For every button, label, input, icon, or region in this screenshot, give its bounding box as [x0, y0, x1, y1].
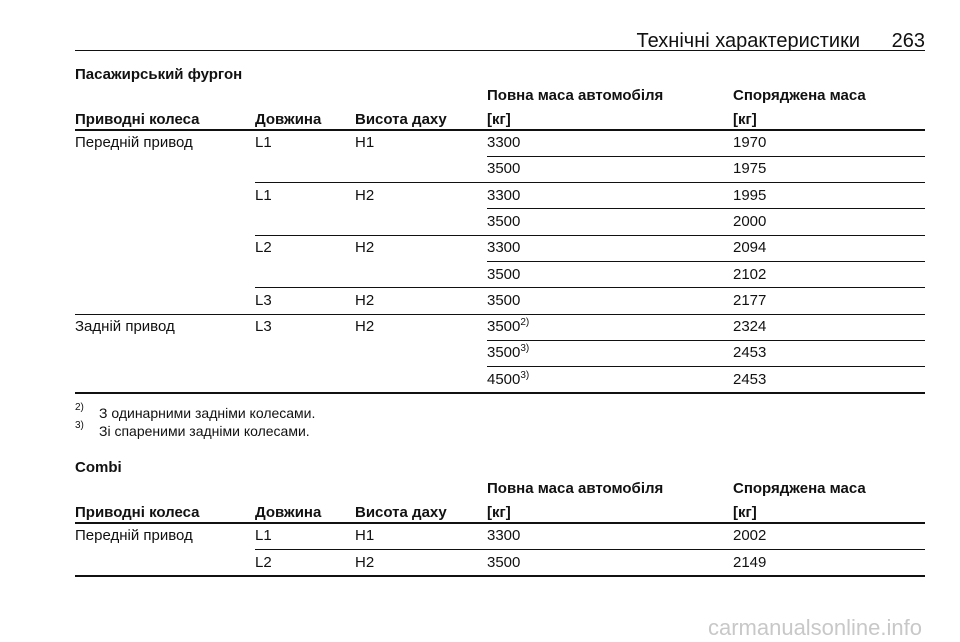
- column-header: Повна маса автомобіля: [487, 480, 664, 497]
- cell: 2094: [733, 239, 767, 257]
- cell: L3: [255, 318, 272, 336]
- cell: 35002): [487, 318, 529, 336]
- cell: 3300: [487, 134, 521, 151]
- cell: L1: [255, 527, 272, 544]
- cell: 2149: [733, 553, 767, 571]
- footnote-ref: 3): [520, 343, 530, 355]
- cell: 2177: [733, 291, 767, 309]
- cell: 3500: [487, 291, 521, 309]
- cell: 1995: [733, 186, 767, 204]
- cell: 2000: [733, 212, 767, 230]
- footnote-ref: 2): [520, 317, 530, 329]
- cell: L1: [255, 134, 272, 151]
- watermark: carmanualsonline.info: [707, 615, 922, 640]
- column-header: Висота даху: [355, 504, 447, 521]
- thick-rule: [75, 128, 925, 132]
- cell: H2: [355, 186, 375, 204]
- cell: 2453: [733, 370, 767, 388]
- cell: H2: [355, 291, 375, 309]
- footnote-text: Зі спареними задніми колесами.: [99, 423, 310, 439]
- cell: 3500: [487, 160, 521, 178]
- cell: 3500: [487, 265, 521, 283]
- row-rule: [255, 549, 925, 550]
- footnote-text: З одинарними задніми колесами.: [99, 405, 316, 421]
- cell: 2324: [733, 318, 767, 336]
- cell: H2: [355, 553, 375, 571]
- cell: Передній привод: [75, 527, 193, 544]
- cell: L3: [255, 291, 272, 309]
- cell: H1: [355, 134, 375, 151]
- column-header: Повна маса автомобіля: [487, 87, 664, 104]
- column-header: Споряджена маса: [733, 480, 866, 497]
- column-header: Довжина: [255, 111, 322, 128]
- column-header: Довжина: [255, 504, 322, 521]
- cell: 2102: [733, 265, 767, 283]
- column-header: Приводні колеса: [75, 504, 200, 521]
- row-rule: [255, 234, 925, 236]
- cell: 3300: [487, 527, 521, 544]
- row-rule: [487, 261, 925, 262]
- cell: L2: [255, 553, 272, 571]
- section-title: Пасажирський фургон: [75, 66, 243, 83]
- cell: 2453: [733, 344, 767, 362]
- cell: 3500: [487, 553, 521, 571]
- column-header: [кг]: [487, 111, 511, 128]
- cell: H2: [355, 318, 375, 336]
- cell: 1975: [733, 160, 767, 178]
- row-rule: [255, 182, 925, 184]
- column-header: [кг]: [733, 111, 757, 128]
- thick-rule: [75, 574, 925, 578]
- cell-value: 3500: [487, 318, 521, 336]
- cell: 2002: [733, 527, 767, 544]
- column-header: Приводні колеса: [75, 111, 200, 128]
- column-header: Висота даху: [355, 111, 447, 128]
- footnote-ref: 3): [520, 369, 530, 381]
- cell: 1970: [733, 134, 767, 151]
- cell: Передній привод: [75, 134, 193, 151]
- column-header: Споряджена маса: [733, 87, 866, 104]
- row-rule: [75, 313, 925, 315]
- column-header: [кг]: [733, 504, 757, 521]
- header-rule: [75, 50, 925, 51]
- row-rule: [487, 208, 925, 210]
- row-rule: [487, 339, 925, 341]
- footnote-mark: 2): [75, 402, 84, 413]
- section-title: Combi: [75, 459, 122, 476]
- cell: 35003): [487, 344, 529, 362]
- cell: 3300: [487, 186, 521, 204]
- thick-rule: [75, 521, 925, 525]
- row-rule: [487, 155, 925, 157]
- page-number: 263: [891, 30, 925, 52]
- cell: 45003): [487, 369, 530, 389]
- cell-value: 4500: [487, 370, 521, 388]
- page-title: Технічні характеристики: [636, 30, 860, 52]
- row-rule: [487, 366, 925, 368]
- cell-value: 3500: [487, 344, 521, 362]
- cell: 3300: [487, 239, 521, 257]
- row-rule: [255, 287, 925, 289]
- footnote-mark: 3): [75, 420, 84, 431]
- cell: Задній привод: [75, 318, 175, 336]
- cell: L1: [255, 186, 272, 204]
- cell: L2: [255, 239, 272, 257]
- cell: 3500: [487, 212, 521, 230]
- cell: H2: [355, 239, 375, 257]
- cell: H1: [355, 527, 375, 544]
- column-header: [кг]: [487, 504, 511, 521]
- thick-rule: [75, 391, 925, 395]
